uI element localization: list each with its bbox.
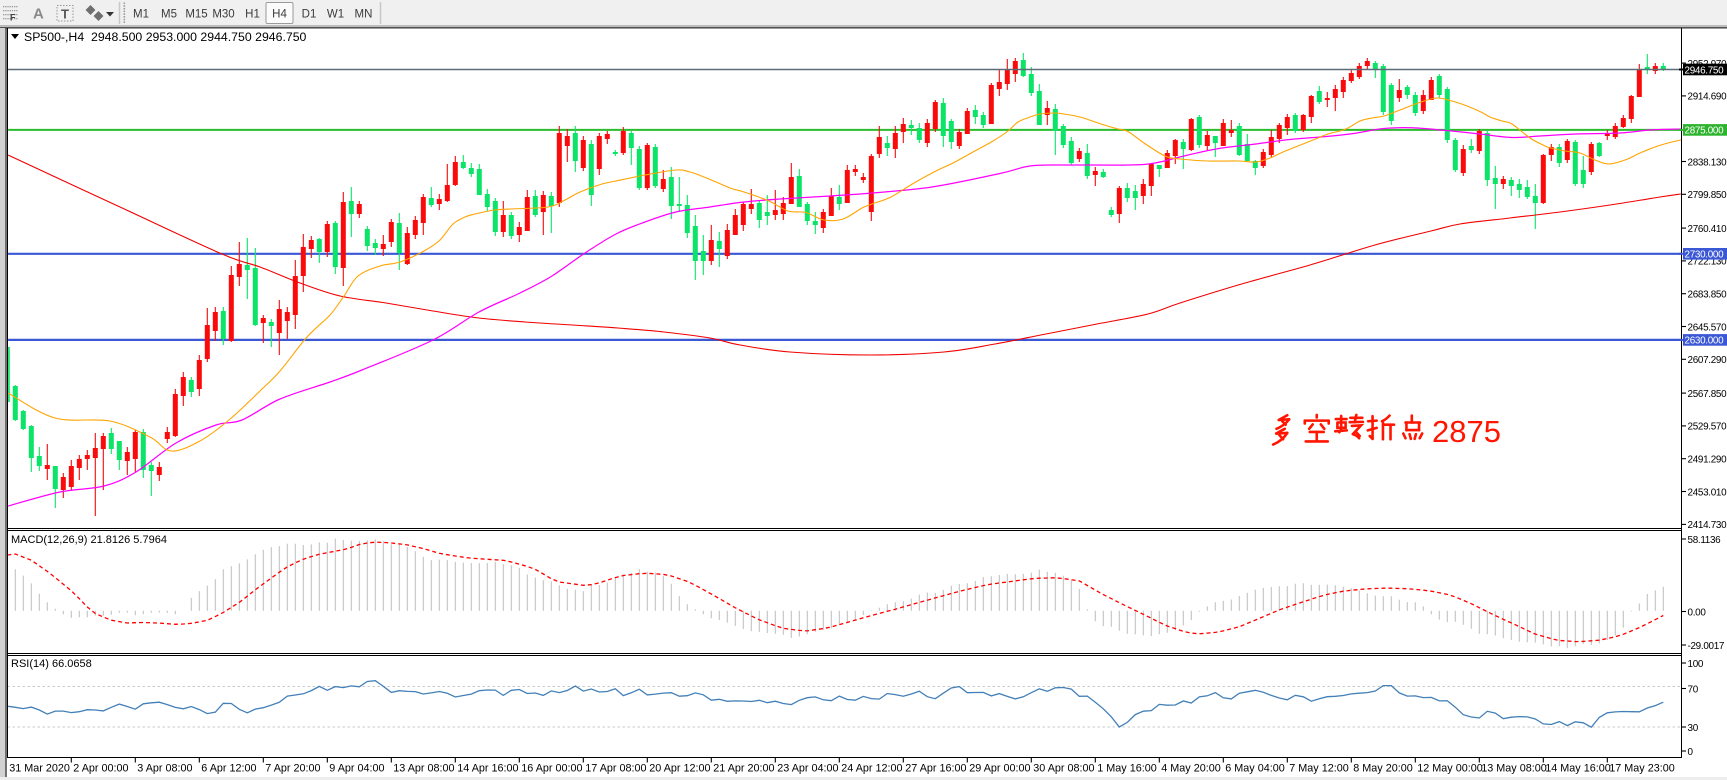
svg-text:9 Apr 04:00: 9 Apr 04:00 bbox=[329, 763, 384, 775]
svg-text:1 May 16:00: 1 May 16:00 bbox=[1097, 763, 1156, 775]
svg-text:MN: MN bbox=[355, 9, 373, 21]
svg-text:31 Mar 2020: 31 Mar 2020 bbox=[9, 763, 70, 775]
svg-text:13 Apr 08:00: 13 Apr 08:00 bbox=[393, 763, 454, 775]
svg-text:30: 30 bbox=[1688, 723, 1699, 734]
svg-text:100: 100 bbox=[1688, 659, 1704, 670]
svg-text:4 May 20:00: 4 May 20:00 bbox=[1161, 763, 1220, 775]
svg-text:2529.570: 2529.570 bbox=[1688, 422, 1727, 433]
svg-text:2730.000: 2730.000 bbox=[1685, 250, 1725, 261]
svg-text:8 May 20:00: 8 May 20:00 bbox=[1353, 763, 1412, 775]
svg-text:29 Apr 00:00: 29 Apr 00:00 bbox=[969, 763, 1030, 775]
svg-text:70: 70 bbox=[1688, 684, 1699, 695]
svg-text:M30: M30 bbox=[212, 9, 234, 21]
svg-text:3 Apr 08:00: 3 Apr 08:00 bbox=[137, 763, 192, 775]
svg-text:2607.290: 2607.290 bbox=[1688, 355, 1727, 366]
svg-text:2760.410: 2760.410 bbox=[1688, 224, 1727, 235]
svg-text:RSI(14) 66.0658: RSI(14) 66.0658 bbox=[11, 658, 92, 670]
svg-text:H1: H1 bbox=[245, 9, 260, 21]
svg-text:2630.000: 2630.000 bbox=[1685, 336, 1725, 347]
svg-text:2946.750: 2946.750 bbox=[1685, 65, 1725, 76]
svg-text:7 Apr 20:00: 7 Apr 20:00 bbox=[265, 763, 320, 775]
svg-text:2875: 2875 bbox=[1432, 414, 1501, 449]
svg-text:2453.010: 2453.010 bbox=[1688, 487, 1727, 498]
svg-text:M5: M5 bbox=[161, 9, 177, 21]
svg-text:2491.290: 2491.290 bbox=[1688, 455, 1727, 466]
svg-text:17 Apr 08:00: 17 Apr 08:00 bbox=[585, 763, 646, 775]
svg-text:-29.0017: -29.0017 bbox=[1688, 641, 1725, 652]
svg-text:12 May 00:00: 12 May 00:00 bbox=[1417, 763, 1482, 775]
svg-text:2838.130: 2838.130 bbox=[1688, 157, 1727, 168]
svg-text:21 Apr 20:00: 21 Apr 20:00 bbox=[713, 763, 774, 775]
svg-text:27 Apr 16:00: 27 Apr 16:00 bbox=[905, 763, 966, 775]
svg-text:H4: H4 bbox=[272, 9, 287, 21]
svg-text:7 May 12:00: 7 May 12:00 bbox=[1289, 763, 1348, 775]
svg-text:58.1136: 58.1136 bbox=[1688, 535, 1722, 546]
svg-text:M15: M15 bbox=[185, 9, 207, 21]
svg-text:T: T bbox=[61, 7, 69, 22]
svg-text:M1: M1 bbox=[133, 9, 149, 21]
svg-text:6 May 04:00: 6 May 04:00 bbox=[1225, 763, 1284, 775]
svg-text:2799.850: 2799.850 bbox=[1688, 190, 1727, 201]
svg-text:17 May 23:00: 17 May 23:00 bbox=[1609, 763, 1674, 775]
svg-text:W1: W1 bbox=[327, 9, 344, 21]
svg-text:20 Apr 12:00: 20 Apr 12:00 bbox=[649, 763, 710, 775]
svg-text:24 Apr 12:00: 24 Apr 12:00 bbox=[841, 763, 902, 775]
svg-text:2645.570: 2645.570 bbox=[1688, 322, 1727, 333]
svg-text:14 Apr 16:00: 14 Apr 16:00 bbox=[457, 763, 518, 775]
svg-text:16 Apr 00:00: 16 Apr 00:00 bbox=[521, 763, 582, 775]
svg-text:2567.850: 2567.850 bbox=[1688, 389, 1727, 400]
svg-text:0: 0 bbox=[1688, 747, 1694, 758]
svg-text:2414.730: 2414.730 bbox=[1688, 520, 1727, 531]
svg-text:23 Apr 04:00: 23 Apr 04:00 bbox=[777, 763, 838, 775]
svg-text:30 Apr 08:00: 30 Apr 08:00 bbox=[1033, 763, 1094, 775]
svg-text:D1: D1 bbox=[302, 9, 317, 21]
svg-text:13 May 08:00: 13 May 08:00 bbox=[1481, 763, 1546, 775]
svg-text:0.00: 0.00 bbox=[1688, 607, 1707, 618]
svg-text:MACD(12,26,9) 21.8126 5.7964: MACD(12,26,9) 21.8126 5.7964 bbox=[11, 534, 167, 546]
svg-text:2914.690: 2914.690 bbox=[1688, 92, 1727, 103]
svg-text:A: A bbox=[33, 6, 44, 23]
svg-text:SP500-,H4 2948.500 2953.000 2: SP500-,H4 2948.500 2953.000 2944.750 294… bbox=[24, 30, 307, 44]
svg-text:F: F bbox=[10, 13, 16, 23]
svg-text:6 Apr 12:00: 6 Apr 12:00 bbox=[201, 763, 256, 775]
svg-text:14 May 16:00: 14 May 16:00 bbox=[1545, 763, 1610, 775]
svg-text:2 Apr 00:00: 2 Apr 00:00 bbox=[73, 763, 128, 775]
svg-text:2875.000: 2875.000 bbox=[1685, 126, 1725, 137]
svg-text:2722.130: 2722.130 bbox=[1688, 257, 1727, 268]
svg-text:2683.850: 2683.850 bbox=[1688, 290, 1727, 301]
